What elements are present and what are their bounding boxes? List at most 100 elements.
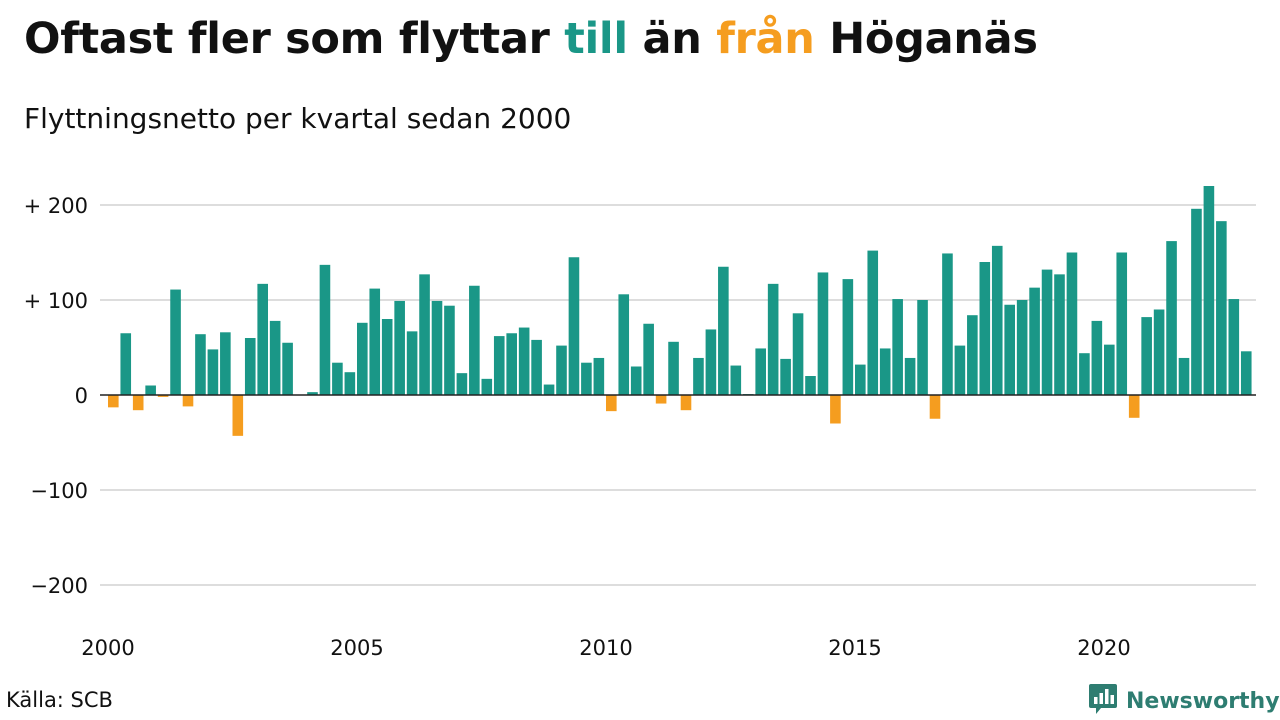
y-tick-label: 0	[75, 384, 88, 408]
y-tick-label: −200	[30, 574, 88, 598]
bar-positive	[456, 373, 468, 395]
bar-positive	[879, 348, 891, 395]
x-tick-label: 2010	[579, 636, 632, 660]
bar-positive	[120, 333, 132, 395]
bar-positive	[805, 376, 816, 395]
bar-negative	[830, 395, 841, 424]
bar-positive	[568, 257, 580, 395]
bar-positive	[1166, 241, 1177, 395]
bar-positive	[593, 357, 605, 395]
bar-positive	[145, 385, 156, 395]
bar-negative	[680, 395, 692, 411]
bar-positive	[493, 336, 505, 395]
chart-subtitle: Flyttningsnetto per kvartal sedan 2000	[24, 102, 572, 135]
bar-positive	[1141, 317, 1152, 395]
bar-positive	[967, 315, 978, 395]
bar-chart: + 200 + 100 0 −100 −200 2000 2005 2010 2015 2020	[24, 186, 1256, 660]
bar-positive	[1104, 344, 1115, 395]
bar-chart-speech-bubble-icon	[1088, 682, 1118, 720]
bar-positive	[1079, 353, 1090, 395]
bar-positive	[1153, 309, 1165, 395]
bar-negative	[132, 395, 144, 411]
y-tick-label: + 200	[24, 194, 88, 218]
source-label: Källa: SCB	[6, 688, 113, 712]
newsworthy-logo[interactable]: Newsworthy	[1088, 684, 1280, 718]
bar-positive	[668, 341, 679, 395]
bar-positive	[1029, 287, 1040, 395]
bar-positive	[357, 322, 368, 395]
bar-negative	[929, 395, 941, 419]
bar-positive	[481, 378, 493, 395]
x-tick-label: 2000	[81, 636, 134, 660]
bar-positive	[394, 300, 405, 395]
x-tick-label: 2020	[1077, 636, 1130, 660]
bar-positive	[942, 253, 953, 395]
bar-positive	[543, 384, 555, 395]
bar-positive	[643, 323, 654, 395]
bar-positive	[892, 299, 903, 395]
y-axis-tick-labels: + 200 + 100 0 −100 −200	[24, 194, 88, 598]
bar-positive	[693, 357, 704, 395]
bar-positive	[755, 348, 766, 395]
bar-positive	[1016, 300, 1028, 395]
bar-positive	[867, 250, 879, 395]
bar-positive	[1041, 269, 1053, 395]
bar-positive	[1228, 299, 1240, 395]
bar-positive	[531, 339, 542, 395]
x-tick-label: 2005	[330, 636, 383, 660]
bar-positive	[991, 245, 1003, 395]
bar-positive	[419, 274, 430, 395]
bar-positive	[1178, 357, 1190, 395]
bar-positive	[630, 366, 642, 395]
title-part-1: Oftast fler som flyttar	[24, 14, 565, 64]
bar-positive	[904, 357, 916, 395]
bar-negative	[655, 395, 667, 404]
bar-positive	[506, 333, 517, 395]
title-word-till: till	[564, 14, 628, 64]
bar-positive	[195, 334, 206, 395]
bars	[108, 186, 1252, 436]
bar-positive	[207, 349, 219, 395]
bar-positive	[556, 345, 567, 395]
y-tick-label: −100	[30, 479, 88, 503]
bar-positive	[954, 345, 966, 395]
bar-positive	[344, 372, 356, 395]
bar-positive	[332, 362, 343, 395]
x-axis-tick-labels: 2000 2005 2010 2015 2020	[81, 636, 1130, 660]
brand-name: Newsworthy	[1126, 688, 1280, 714]
bar-positive	[1216, 221, 1227, 395]
bar-positive	[979, 262, 991, 395]
bar-positive	[257, 283, 268, 395]
bar-positive	[1191, 208, 1202, 395]
bar-positive	[319, 264, 331, 395]
bar-positive	[406, 331, 418, 395]
bar-positive	[220, 332, 231, 395]
chart-title: Oftast fler som flyttar till än från Hög…	[24, 14, 1038, 64]
bar-negative	[157, 395, 169, 397]
bar-positive	[767, 283, 779, 395]
bar-positive	[1240, 351, 1252, 395]
title-word-fran: från	[716, 14, 815, 64]
bar-positive	[1054, 274, 1065, 395]
bar-positive	[469, 285, 480, 395]
bar-positive	[1066, 252, 1078, 395]
bar-positive	[369, 288, 381, 395]
bar-positive	[1203, 186, 1215, 395]
bar-positive	[170, 289, 181, 395]
bar-positive	[730, 365, 742, 395]
bar-positive	[444, 305, 455, 395]
bar-positive	[269, 320, 281, 395]
bar-negative	[1128, 395, 1140, 418]
bar-positive	[518, 327, 530, 395]
bar-positive	[917, 300, 928, 395]
bar-positive	[282, 342, 293, 395]
bar-positive	[855, 364, 866, 395]
bar-positive	[618, 294, 630, 395]
bar-positive	[307, 392, 318, 395]
title-part-3: Höganäs	[814, 14, 1038, 64]
bar-negative	[606, 395, 617, 412]
bar-positive	[381, 319, 393, 395]
bar-positive	[817, 272, 829, 395]
bar-positive	[431, 300, 443, 395]
y-tick-label: + 100	[24, 289, 88, 313]
